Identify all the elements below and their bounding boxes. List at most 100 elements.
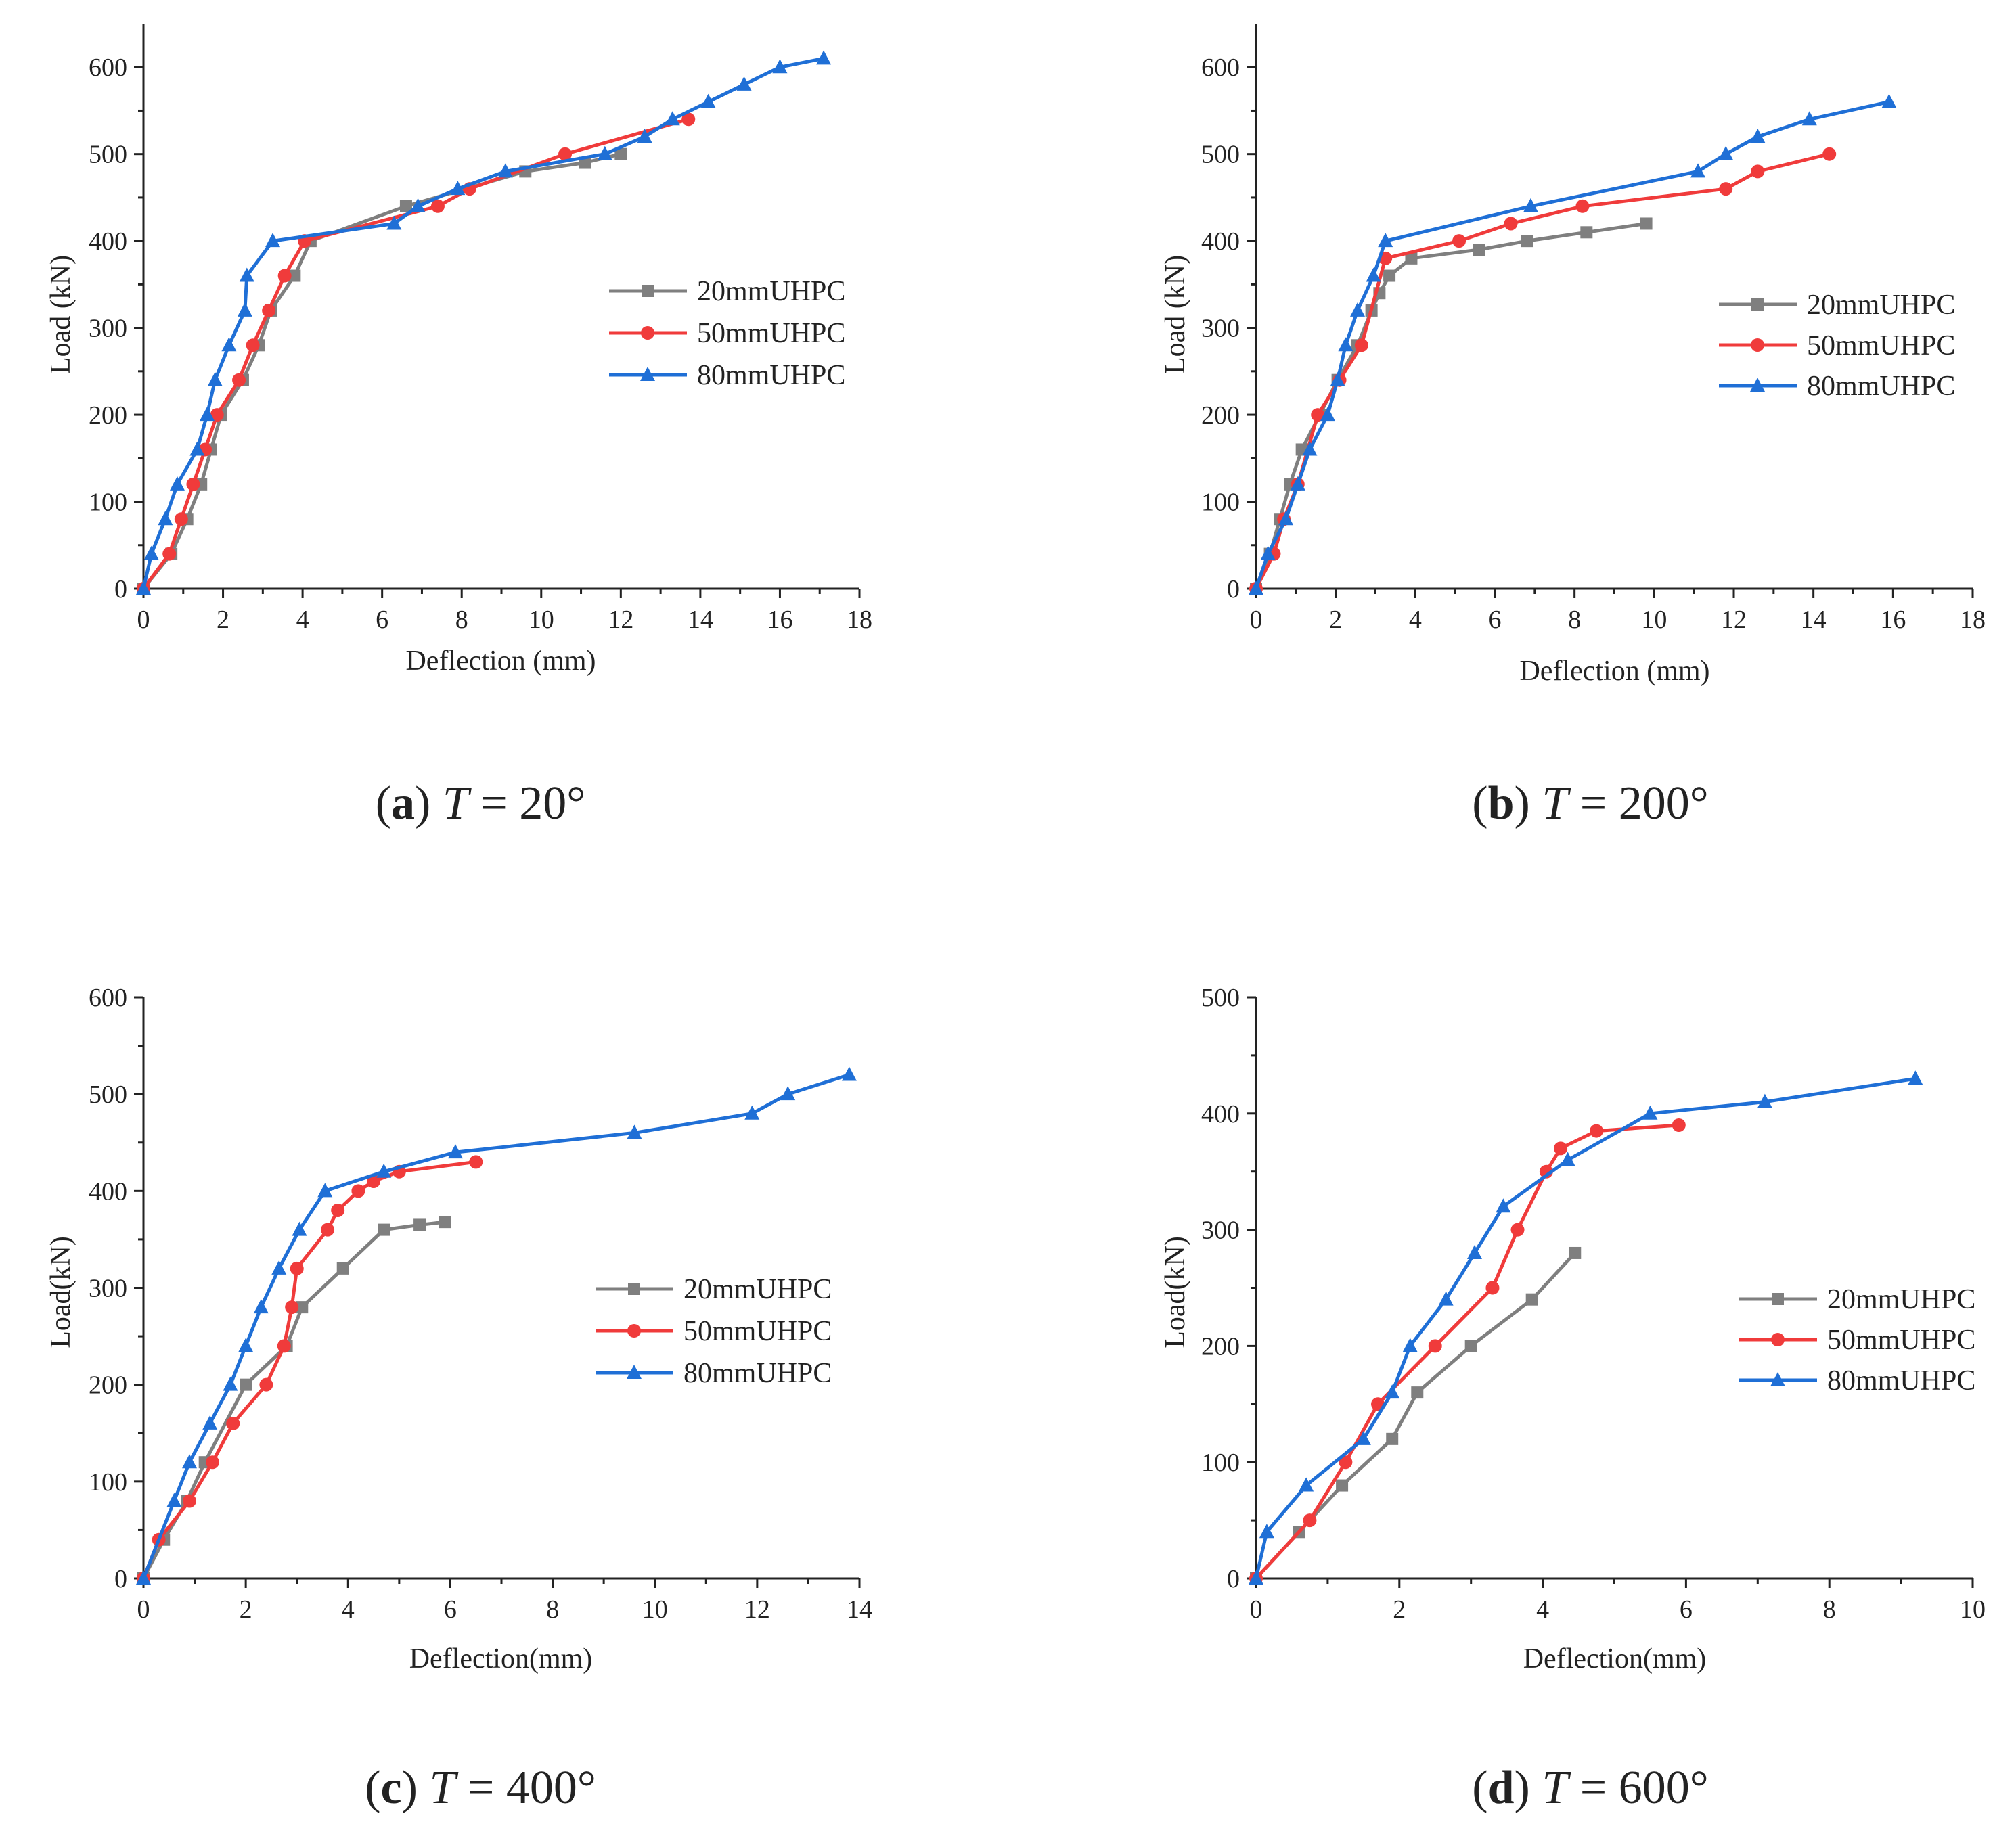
series-80mmUHPC	[136, 1066, 857, 1585]
data-point	[1580, 226, 1593, 239]
series-line	[1254, 1076, 1916, 1579]
data-point	[169, 476, 185, 491]
x-tick-label: 8	[1823, 1595, 1836, 1624]
legend-marker	[642, 285, 654, 297]
data-point	[1402, 1338, 1418, 1352]
data-point	[447, 1144, 463, 1159]
data-point	[166, 1493, 182, 1507]
data-point	[1881, 93, 1897, 108]
data-point	[1590, 1124, 1604, 1138]
data-point	[1718, 145, 1734, 160]
data-point	[376, 1163, 392, 1178]
panel-a: 0 2 4 6 8 10 12 14 16 18 0 100 200 300 400 500 600 20mmUH…	[45, 24, 872, 829]
legend-label: 80mmUHPC	[684, 1358, 832, 1389]
data-point	[1438, 1291, 1454, 1306]
data-point	[1485, 1281, 1500, 1295]
caption-letter: a	[391, 777, 415, 829]
data-point	[681, 112, 696, 127]
y-tick-label: 100	[89, 1468, 127, 1497]
data-point	[700, 93, 716, 108]
series-line	[141, 56, 824, 589]
series-80mmUHPC	[136, 50, 832, 595]
legend-marker	[640, 367, 655, 381]
series-20mmUHPC	[1250, 1246, 1582, 1585]
x-tick-label: 0	[1250, 606, 1263, 634]
x-tick-label: 6	[376, 606, 388, 634]
data-point	[136, 1570, 151, 1585]
data-point	[1473, 244, 1485, 256]
data-point	[637, 129, 652, 143]
caption-value: 600°	[1619, 1762, 1709, 1814]
legend-entry: 80mmUHPC	[1719, 371, 1955, 402]
caption-value: 20°	[519, 777, 585, 829]
legend-label: 50mmUHPC	[697, 318, 845, 349]
chart-plot-area: 0 2 4 6 8 10 12 14 16 18 0 100 200 300 400 500 600 20mmUH…	[89, 24, 872, 634]
legend-marker	[1771, 1333, 1785, 1346]
y-axis-title: Load(kN)	[45, 1236, 76, 1348]
panel-d: 0 2 4 6 8 10010020030040050020mmUHPC50mmUHPC8…	[1160, 984, 1986, 1814]
data-point	[597, 145, 612, 160]
data-point	[221, 337, 237, 352]
data-point	[226, 1416, 240, 1430]
x-tick-label: 0	[1250, 1595, 1263, 1624]
y-tick-label: 0	[1227, 1565, 1240, 1593]
legend-label: 50mmUHPC	[1807, 330, 1955, 361]
data-point	[265, 233, 281, 248]
data-point	[290, 1261, 304, 1275]
x-tick-label: 2	[1329, 606, 1342, 634]
y-tick-label: 0	[1227, 575, 1240, 603]
y-tick-label: 200	[89, 401, 127, 430]
series-50mmUHPC	[137, 1155, 483, 1585]
data-point	[321, 1223, 335, 1237]
series-50mmUHPC	[137, 112, 696, 595]
data-point	[1278, 511, 1294, 526]
data-point	[1560, 1152, 1575, 1166]
data-point	[200, 407, 215, 422]
y-tick-label: 500	[89, 1080, 127, 1109]
legend-label: 80mmUHPC	[1827, 1365, 1975, 1396]
legend-entry: 80mmUHPC	[1739, 1365, 1975, 1396]
x-axis-title: Deflection (mm)	[405, 645, 596, 677]
x-tick-label: 0	[137, 1595, 150, 1624]
data-point	[1366, 267, 1381, 282]
legend-marker	[628, 1283, 640, 1295]
data-point	[223, 1376, 238, 1391]
x-tick-label: 16	[767, 606, 792, 634]
series-80mmUHPC	[1249, 93, 1897, 595]
x-tick-label: 0	[137, 606, 150, 634]
legend-entry: 80mmUHPC	[609, 360, 845, 391]
data-point	[1554, 1141, 1568, 1156]
data-point	[1386, 1432, 1399, 1445]
y-tick-label: 200	[1201, 1332, 1240, 1361]
y-tick-label: 400	[89, 227, 127, 256]
x-tick-label: 4	[1409, 606, 1422, 634]
data-point	[1336, 1479, 1349, 1492]
legend-label: 80mmUHPC	[697, 360, 845, 391]
y-axis-title: Load(kN)	[1160, 1236, 1191, 1348]
data-point	[1339, 1455, 1353, 1470]
data-point	[1801, 111, 1817, 126]
data-point	[1575, 199, 1590, 213]
data-point	[174, 512, 188, 526]
legend-marker	[627, 1324, 641, 1338]
data-point	[430, 199, 445, 213]
legend-label: 20mmUHPC	[697, 276, 845, 307]
data-point	[1303, 1513, 1317, 1528]
x-tick-label: 2	[1393, 1595, 1406, 1624]
data-point	[1672, 1118, 1686, 1132]
data-point	[410, 198, 426, 212]
y-tick-label: 600	[89, 53, 127, 82]
data-point	[1690, 163, 1706, 178]
x-tick-label: 14	[847, 1595, 872, 1624]
caption-variable: T	[1542, 1762, 1571, 1814]
data-point	[558, 147, 573, 161]
data-point	[413, 1218, 426, 1231]
data-point	[1510, 1223, 1525, 1237]
data-point	[1405, 252, 1418, 265]
data-point	[158, 511, 173, 526]
data-point	[1290, 476, 1305, 491]
x-tick-label: 4	[342, 1595, 355, 1624]
data-point	[238, 1338, 254, 1352]
data-point	[182, 1454, 198, 1469]
